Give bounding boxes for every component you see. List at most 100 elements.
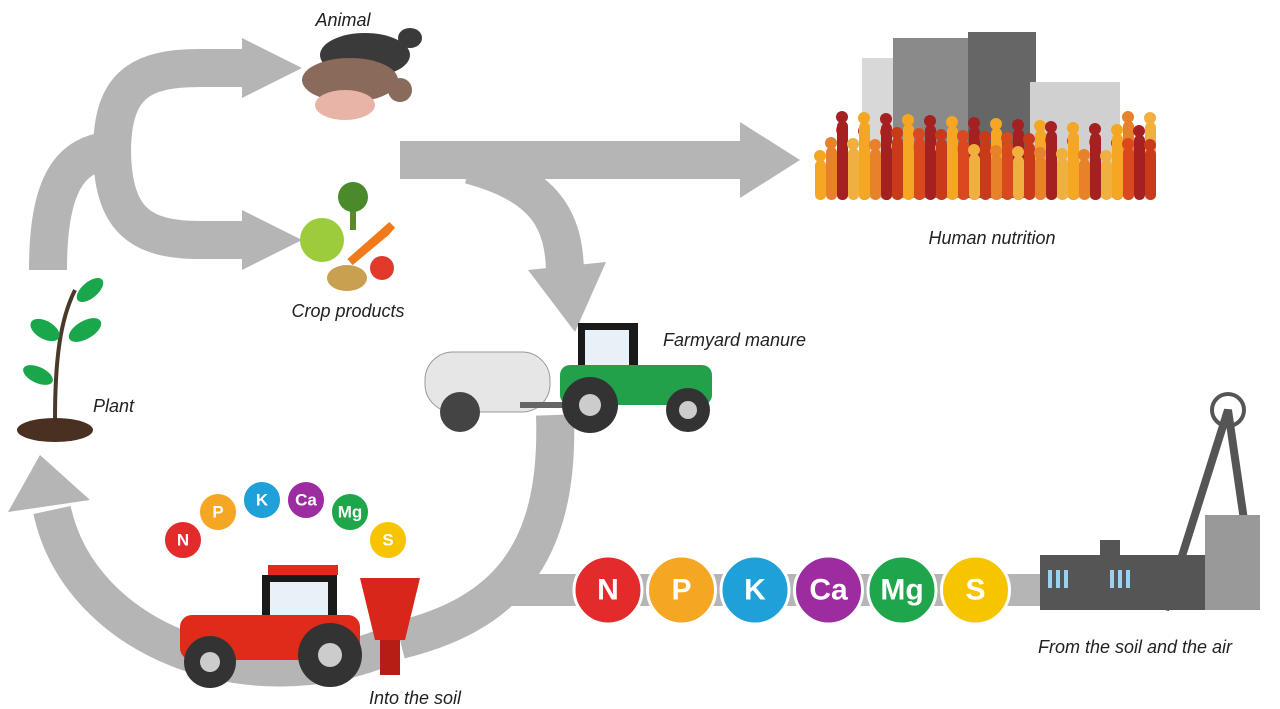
person-head bbox=[1034, 120, 1046, 132]
person bbox=[914, 138, 925, 200]
person bbox=[815, 160, 826, 200]
person-head bbox=[814, 150, 826, 162]
nutrient-symbol: Ca bbox=[295, 491, 317, 510]
person-head bbox=[990, 118, 1002, 130]
pig bbox=[315, 90, 375, 120]
person-head bbox=[1067, 122, 1079, 134]
arrow-to-animal bbox=[112, 68, 250, 152]
person bbox=[848, 148, 859, 200]
person-head bbox=[1012, 146, 1024, 158]
person-head bbox=[902, 114, 914, 126]
nutrient-symbol: S bbox=[965, 574, 985, 607]
hub bbox=[679, 401, 697, 419]
person-head bbox=[1144, 112, 1156, 124]
person-head bbox=[913, 128, 925, 140]
wheel bbox=[440, 392, 480, 432]
person-head bbox=[1133, 125, 1145, 137]
broccoli bbox=[338, 182, 368, 212]
nutrient-cycle-diagram: NPKCaMgS NPKCaMgS Animal Human nutrition… bbox=[0, 0, 1280, 709]
mine-illustration bbox=[1040, 394, 1260, 610]
person-head bbox=[869, 139, 881, 151]
person bbox=[947, 126, 958, 200]
person bbox=[1013, 156, 1024, 200]
nutrient-symbol: K bbox=[744, 574, 766, 607]
person bbox=[859, 122, 870, 200]
nutrient-symbol: Mg bbox=[880, 574, 923, 607]
arrow-head bbox=[242, 210, 302, 270]
leaf bbox=[65, 313, 105, 347]
person bbox=[903, 124, 914, 200]
person-head bbox=[935, 129, 947, 141]
label-animal: Animal bbox=[314, 10, 371, 30]
person bbox=[936, 139, 947, 200]
animals-illustration bbox=[302, 28, 422, 120]
person bbox=[1057, 158, 1068, 200]
potato bbox=[327, 265, 367, 291]
person-head bbox=[1034, 147, 1046, 159]
nutrient-symbol: N bbox=[177, 531, 189, 550]
person bbox=[980, 141, 991, 200]
plant-illustration bbox=[17, 274, 107, 442]
cabbage bbox=[300, 218, 344, 262]
person bbox=[1035, 157, 1046, 200]
plant-stem bbox=[55, 290, 75, 420]
leaf bbox=[20, 361, 56, 389]
person-head bbox=[1122, 111, 1134, 123]
person bbox=[969, 154, 980, 200]
cow-head bbox=[398, 28, 422, 48]
spreader-spout bbox=[380, 640, 400, 675]
tower bbox=[1205, 515, 1260, 610]
person bbox=[837, 121, 848, 200]
person-head bbox=[1078, 149, 1090, 161]
person bbox=[1090, 133, 1101, 200]
person bbox=[925, 125, 936, 200]
nutrient-symbol: Ca bbox=[809, 574, 848, 607]
person bbox=[1101, 160, 1112, 200]
label-from-soil-and-air: From the soil and the air bbox=[1038, 637, 1233, 657]
person bbox=[870, 149, 881, 200]
person bbox=[991, 155, 1002, 200]
window bbox=[585, 330, 629, 368]
arrow-head bbox=[740, 122, 800, 198]
person-head bbox=[825, 137, 837, 149]
nutrient-symbol: P bbox=[671, 574, 691, 607]
chimney bbox=[1100, 540, 1120, 555]
person bbox=[1145, 149, 1156, 200]
leaf bbox=[73, 274, 108, 307]
person-head bbox=[946, 116, 958, 128]
person-head bbox=[1023, 133, 1035, 145]
arrow-head bbox=[528, 262, 606, 332]
label-farmyard-manure: Farmyard manure bbox=[663, 330, 806, 350]
label-plant: Plant bbox=[93, 396, 135, 416]
person-head bbox=[891, 127, 903, 139]
window bbox=[270, 582, 328, 620]
person-head bbox=[968, 144, 980, 156]
person bbox=[1068, 132, 1079, 200]
nutrient-symbol: K bbox=[256, 491, 269, 510]
person-head bbox=[858, 112, 870, 124]
person bbox=[1079, 159, 1090, 200]
person-head bbox=[968, 117, 980, 129]
tomato bbox=[370, 256, 394, 280]
person-head bbox=[924, 115, 936, 127]
arrow-to-crops bbox=[112, 148, 250, 240]
arrow-head bbox=[8, 455, 90, 512]
person-head bbox=[1100, 150, 1112, 162]
hub bbox=[318, 643, 342, 667]
arrow-head bbox=[242, 38, 302, 98]
person-head bbox=[1111, 124, 1123, 136]
arrow-manure-down bbox=[400, 415, 555, 640]
person-head bbox=[1045, 121, 1057, 133]
person-head bbox=[1089, 123, 1101, 135]
person bbox=[1024, 143, 1035, 200]
person-head bbox=[990, 145, 1002, 157]
nutrient-symbol: N bbox=[597, 574, 619, 607]
person bbox=[826, 147, 837, 200]
crops-illustration bbox=[300, 182, 394, 291]
person-head bbox=[957, 130, 969, 142]
person bbox=[892, 137, 903, 200]
person-head bbox=[880, 113, 892, 125]
arrow-to-manure bbox=[470, 165, 565, 275]
hub bbox=[579, 394, 601, 416]
